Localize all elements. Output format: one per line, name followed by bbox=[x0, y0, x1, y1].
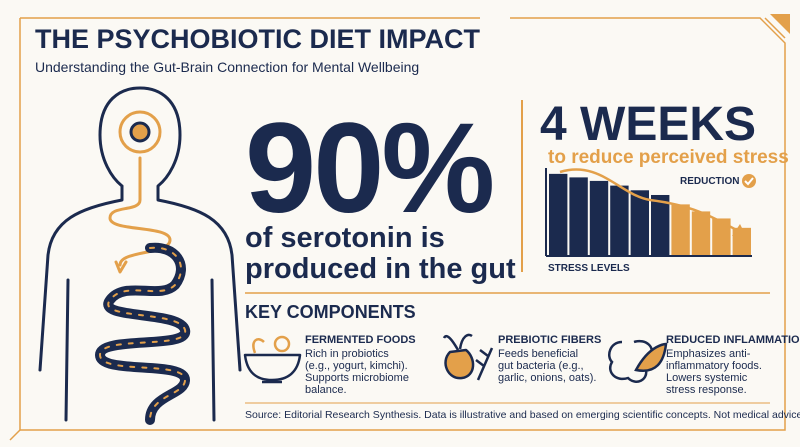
component-description: gut bacteria (e.g., bbox=[498, 360, 584, 372]
bar bbox=[630, 190, 649, 256]
component-title: REDUCED INFLAMMATION bbox=[666, 334, 800, 346]
bar bbox=[569, 177, 588, 256]
weeks-headline: 4 WEEKS bbox=[540, 98, 756, 151]
check-icon bbox=[742, 174, 756, 188]
component-description: stress response. bbox=[666, 384, 747, 396]
title: THE PSYCHOBIOTIC DIET IMPACT bbox=[35, 24, 481, 54]
component-title: FERMENTED FOODS bbox=[305, 334, 416, 346]
components-title: KEY COMPONENTS bbox=[245, 302, 416, 322]
component-description: balance. bbox=[305, 384, 347, 396]
components: FERMENTED FOODS Rich in probiotics(e.g., … bbox=[305, 334, 800, 396]
component-title: PREBIOTIC FIBERS bbox=[498, 334, 601, 346]
corner-accent bbox=[770, 14, 790, 34]
root-icon bbox=[442, 333, 494, 381]
bar bbox=[712, 218, 731, 256]
bar bbox=[671, 204, 690, 256]
hero-caption: produced in the gut bbox=[245, 253, 516, 285]
component-description: inflammatory foods. bbox=[666, 360, 762, 372]
component-description: Feeds beneficial bbox=[498, 348, 578, 360]
component-description: Rich in probiotics bbox=[305, 348, 389, 360]
component-description: Emphasizes anti- bbox=[666, 348, 751, 360]
hero-stat: 90% bbox=[245, 97, 492, 240]
check-mark bbox=[744, 177, 754, 186]
trend-arrowhead bbox=[732, 224, 746, 236]
bar bbox=[549, 173, 568, 256]
component-description: garlic, onions, oats). bbox=[498, 372, 596, 384]
chart-x-label: STRESS LEVELS bbox=[548, 263, 630, 274]
subtitle: Understanding the Gut-Brain Connection f… bbox=[35, 59, 419, 75]
bar bbox=[610, 185, 629, 256]
trend-arrow bbox=[559, 168, 741, 234]
bar bbox=[691, 211, 711, 256]
frame bbox=[9, 17, 786, 441]
bar bbox=[589, 180, 609, 256]
weeks-caption: to reduce perceived stress bbox=[548, 147, 789, 168]
body-illustration bbox=[38, 86, 242, 425]
source-note: Source: Editorial Research Synthesis. Da… bbox=[245, 409, 800, 421]
brain-icon bbox=[608, 339, 668, 383]
bowl-icon bbox=[243, 335, 302, 384]
hero-caption: of serotonin is bbox=[245, 222, 445, 254]
chart-annotation: REDUCTION bbox=[680, 176, 739, 187]
component-description: Lowers systemic bbox=[666, 372, 748, 384]
component-description: Supports microbiome bbox=[305, 372, 409, 384]
bar bbox=[651, 194, 670, 256]
component-description: (e.g., yogurt, kimchi). bbox=[305, 360, 408, 372]
